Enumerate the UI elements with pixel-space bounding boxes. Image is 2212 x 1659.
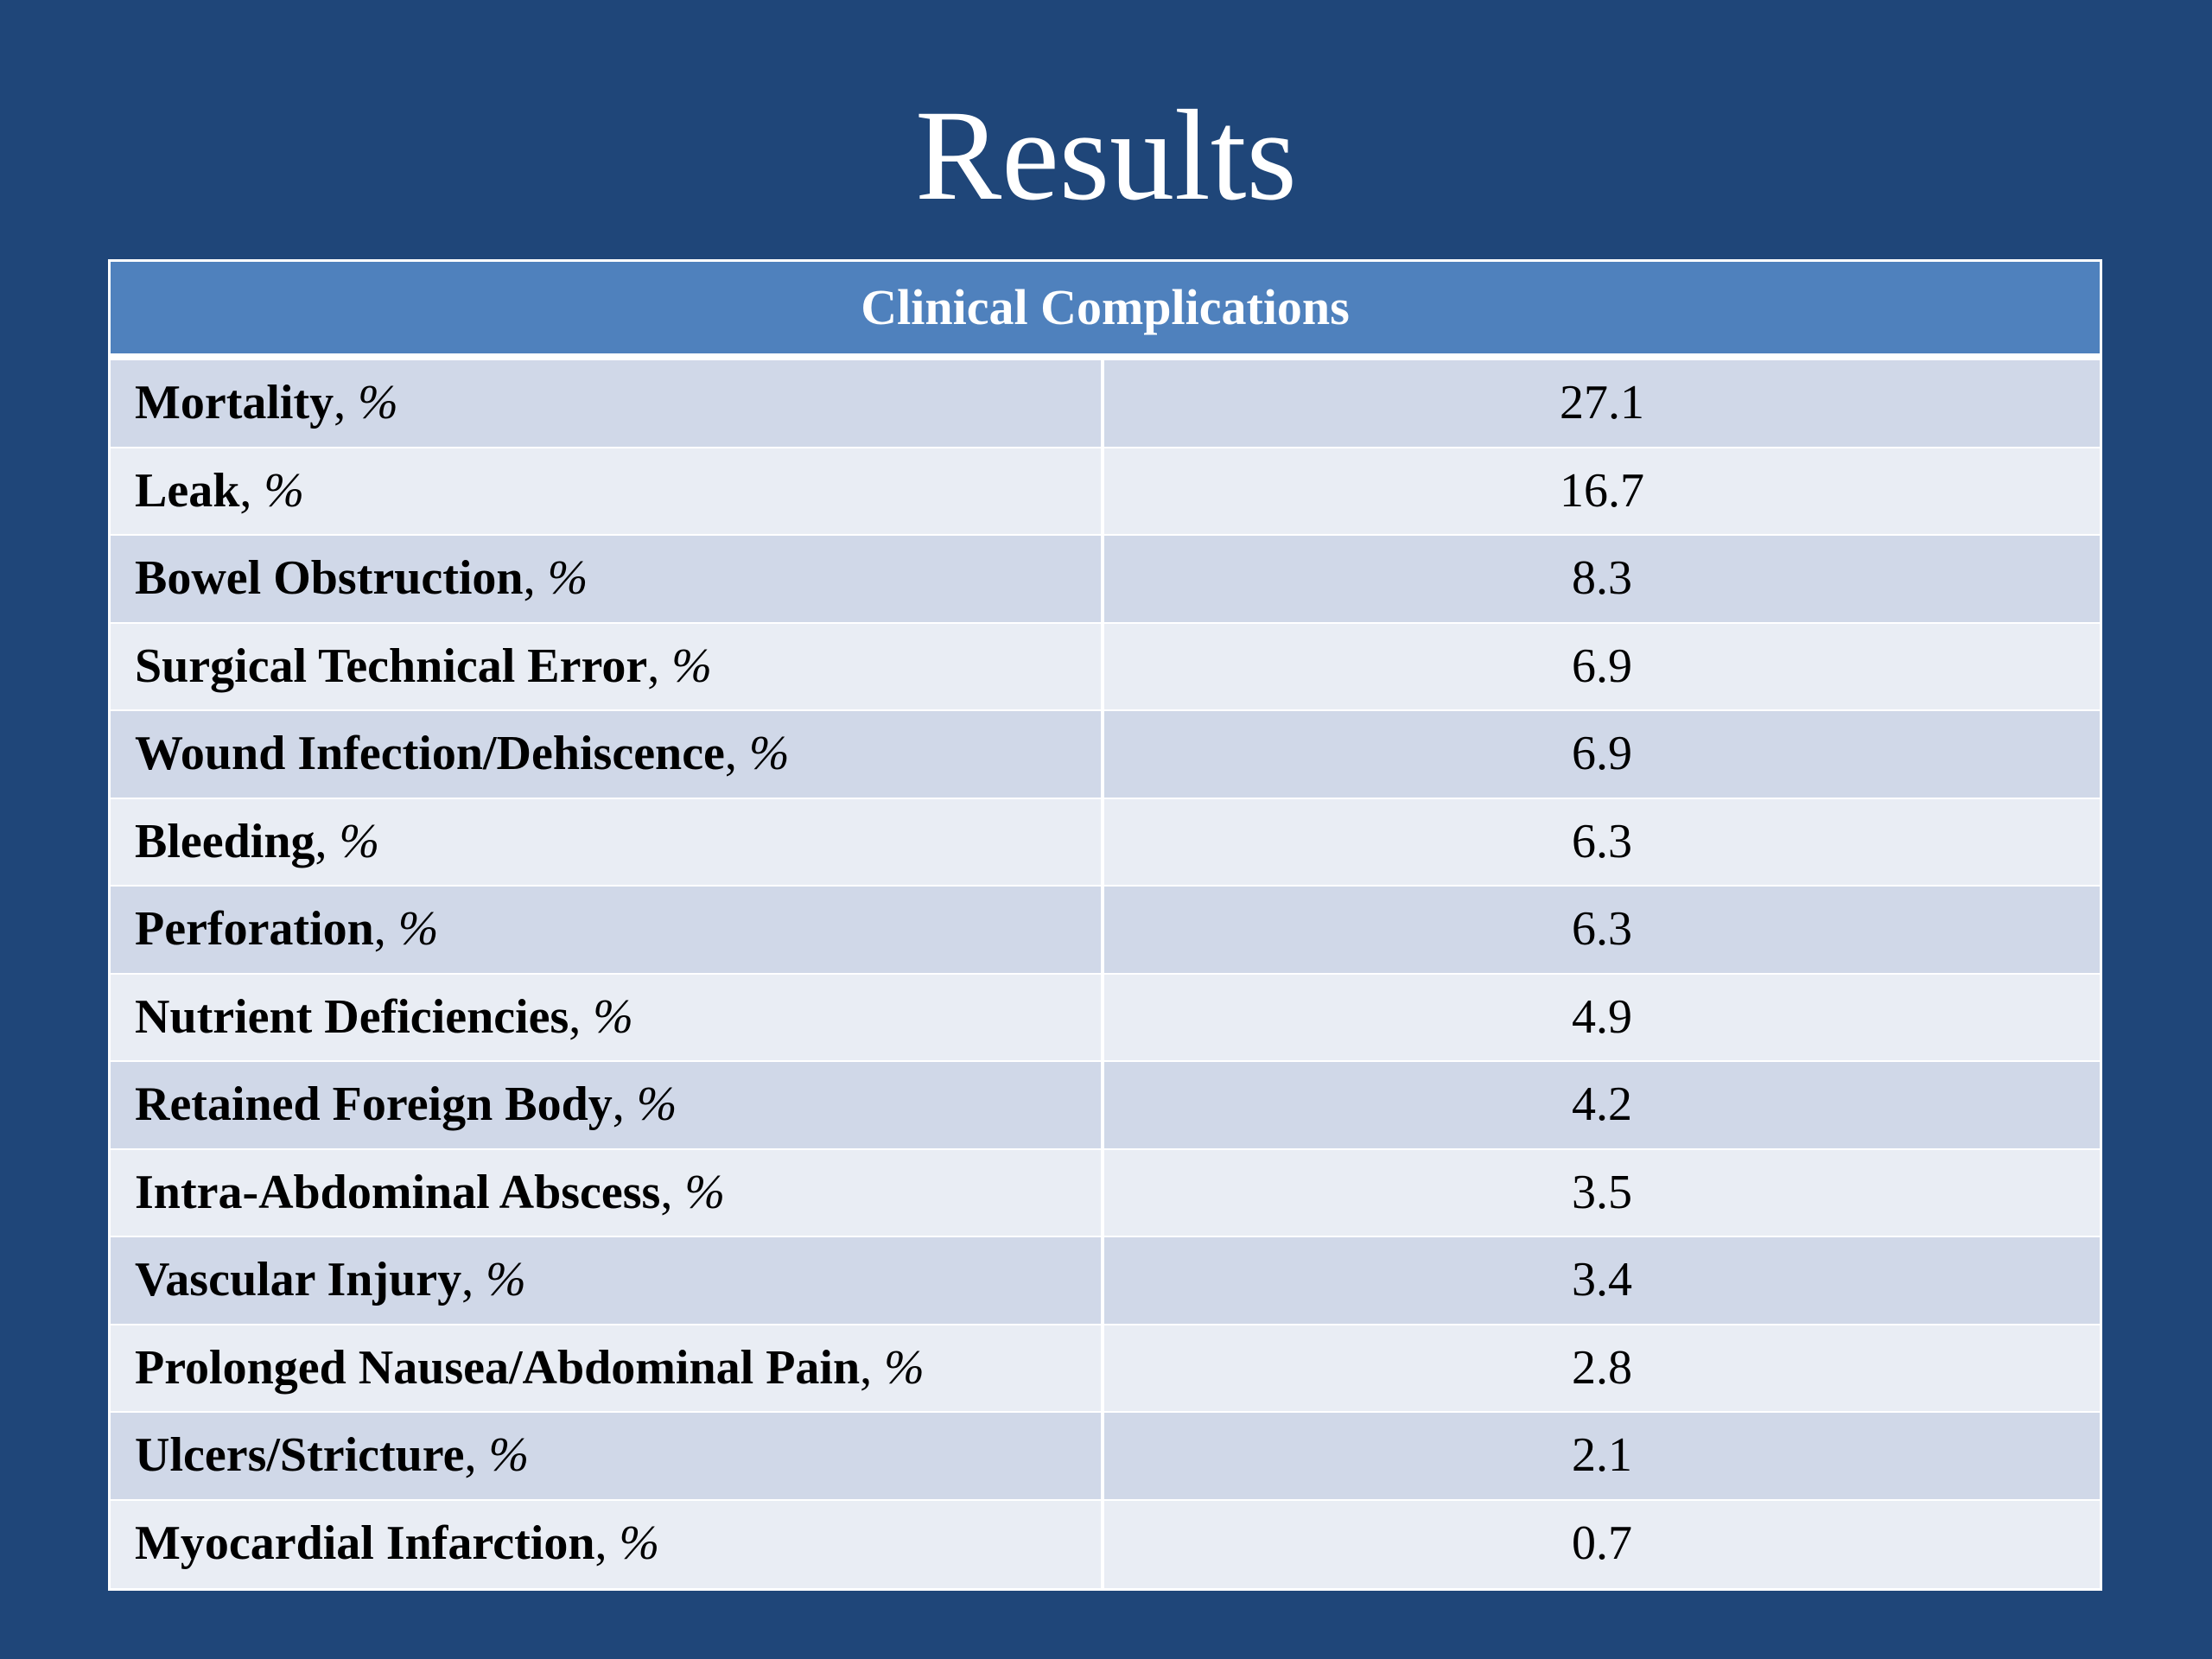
row-unit: % [636, 1077, 677, 1131]
row-value: 2.1 [1572, 1428, 1632, 1482]
row-value: 4.2 [1572, 1077, 1632, 1131]
table-header: Clinical Complications [111, 262, 2100, 360]
row-value: 6.3 [1572, 814, 1632, 868]
row-value: 4.9 [1572, 989, 1632, 1044]
row-value: 0.7 [1572, 1516, 1632, 1570]
row-unit: % [488, 1428, 530, 1482]
table-row: Retained Foreign Body, % 4.2 [111, 1062, 2100, 1150]
row-label-cell: Nutrient Deficiencies, % [111, 974, 1104, 1060]
table-row: Leak, % 16.7 [111, 448, 2100, 536]
row-unit: % [684, 1165, 725, 1219]
complications-table: Clinical Complications Mortality, % 27.1… [108, 259, 2102, 1591]
row-unit: % [884, 1340, 925, 1395]
row-label-cell: Wound Infection/Dehiscence, % [111, 711, 1104, 798]
row-label: Vascular Injury [135, 1253, 462, 1306]
row-unit: % [358, 376, 398, 429]
row-value: 6.9 [1572, 727, 1632, 780]
row-label: Mortality [135, 376, 334, 429]
row-value: 2.8 [1572, 1340, 1632, 1395]
slide-title: Results [915, 84, 1297, 227]
table-row: Bleeding, % 6.3 [111, 798, 2100, 887]
row-label-cell: Prolonged Nausea/Abdominal Pain, % [111, 1325, 1104, 1411]
row-label-cell: Bowel Obstruction, % [111, 536, 1104, 622]
table-row: Mortality, % 27.1 [111, 360, 2100, 448]
table-row: Ulcers/Stricture, % 2.1 [111, 1413, 2100, 1501]
row-unit: % [486, 1253, 526, 1306]
table-row: Nutrient Deficiencies, % 4.9 [111, 974, 2100, 1062]
row-value: 27.1 [1560, 376, 1644, 429]
row-label-cell: Myocardial Infarction, % [111, 1500, 1104, 1588]
row-label: Intra-Abdominal Abscess [135, 1165, 661, 1219]
row-label: Nutrient Deficiencies [135, 989, 569, 1044]
row-label: Ulcers/Stricture [135, 1428, 465, 1482]
row-label: Myocardial Infarction [135, 1516, 595, 1570]
row-label-cell: Leak, % [111, 448, 1104, 534]
row-label-cell: Bleeding, % [111, 798, 1104, 885]
table-row: Prolonged Nausea/Abdominal Pain, % 2.8 [111, 1325, 2100, 1413]
row-label: Prolonged Nausea/Abdominal Pain [135, 1340, 861, 1395]
row-unit: % [339, 814, 380, 868]
row-unit: % [397, 902, 439, 956]
row-label: Wound Infection/Dehiscence [135, 727, 725, 780]
row-unit: % [593, 989, 633, 1044]
row-label: Retained Foreign Body [135, 1077, 613, 1131]
table-row: Myocardial Infarction, % 0.7 [111, 1500, 2100, 1588]
row-value: 16.7 [1560, 463, 1644, 518]
row-label: Leak [135, 463, 240, 518]
table-row: Surgical Technical Error, % 6.9 [111, 623, 2100, 711]
row-label: Bleeding [135, 814, 315, 868]
row-label-cell: Retained Foreign Body, % [111, 1062, 1104, 1148]
row-unit: % [619, 1516, 660, 1570]
table-row: Intra-Abdominal Abscess, % 3.5 [111, 1149, 2100, 1237]
row-label-cell: Surgical Technical Error, % [111, 623, 1104, 709]
row-unit: % [264, 463, 305, 518]
row-unit: % [748, 727, 790, 780]
row-label-cell: Perforation, % [111, 887, 1104, 973]
row-label-cell: Vascular Injury, % [111, 1237, 1104, 1324]
row-unit: % [671, 639, 712, 693]
row-label: Perforation [135, 902, 374, 956]
row-value: 8.3 [1572, 551, 1632, 605]
row-unit: % [547, 551, 588, 605]
table-row: Wound Infection/Dehiscence, % 6.9 [111, 711, 2100, 799]
row-label: Surgical Technical Error [135, 639, 648, 693]
table-row: Bowel Obstruction, % 8.3 [111, 536, 2100, 624]
row-value: 3.4 [1572, 1253, 1632, 1306]
row-label-cell: Ulcers/Stricture, % [111, 1413, 1104, 1499]
row-value: 6.9 [1572, 639, 1632, 693]
row-label-cell: Mortality, % [111, 360, 1104, 447]
table-row: Vascular Injury, % 3.4 [111, 1237, 2100, 1325]
row-label: Bowel Obstruction [135, 551, 524, 605]
row-value: 3.5 [1572, 1165, 1632, 1219]
table-row: Perforation, % 6.3 [111, 887, 2100, 975]
row-label-cell: Intra-Abdominal Abscess, % [111, 1149, 1104, 1236]
row-value: 6.3 [1572, 902, 1632, 956]
